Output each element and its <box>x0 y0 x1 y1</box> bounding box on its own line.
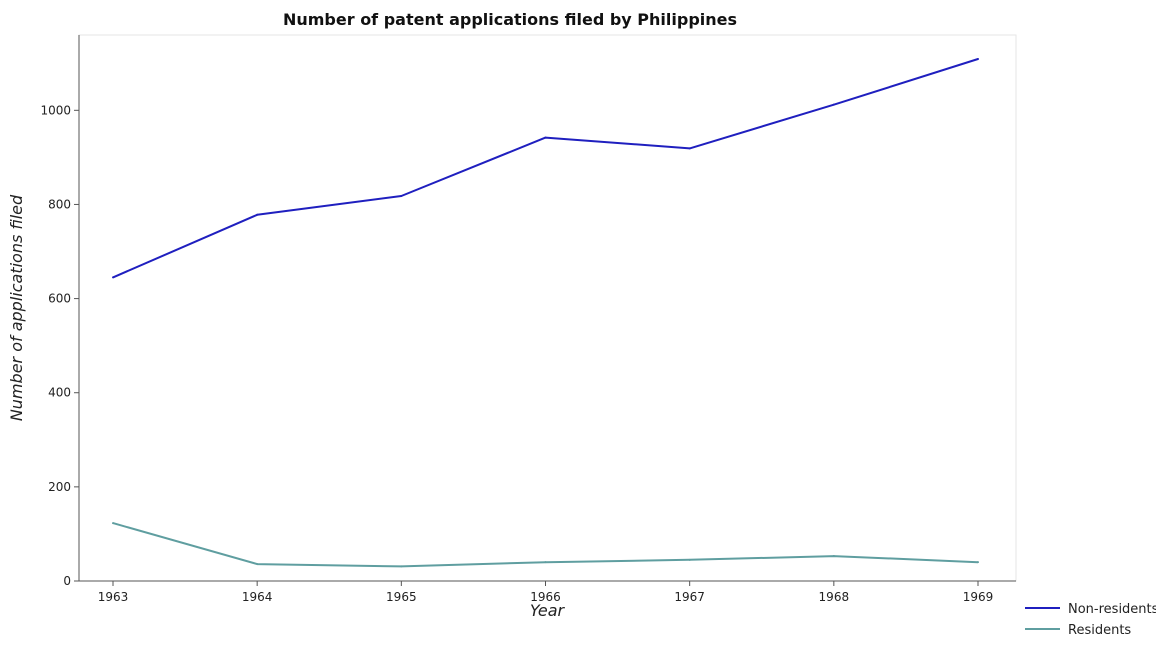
data-point-residents <box>256 563 259 566</box>
x-axis-ticks: 1963 1964 1965 1966 1967 1968 1969 <box>98 581 994 604</box>
y-tick-label: 600 <box>48 292 71 306</box>
x-tick-label: 1965 <box>386 590 417 604</box>
data-point-non-residents <box>112 276 114 279</box>
x-tick-label: 1963 <box>98 590 129 604</box>
legend-label-non-residents: Non-residents <box>1068 602 1156 617</box>
legend-label-residents: Residents <box>1068 623 1131 638</box>
x-tick-label: 1966 <box>530 590 561 604</box>
y-tick-label: 800 <box>48 197 71 211</box>
data-point-non-residents <box>977 58 979 61</box>
data-point-non-residents <box>544 136 547 139</box>
data-point-residents <box>400 565 403 568</box>
y-axis-ticks: 0 200 400 600 800 1000 <box>40 103 79 588</box>
data-point-residents <box>832 555 835 558</box>
x-tick-label: 1968 <box>819 590 850 604</box>
series-lines <box>112 58 979 568</box>
legend: Non-residents Residents <box>1025 602 1156 638</box>
x-tick-label: 1967 <box>674 590 705 604</box>
chart-title: Number of patent applications filed by P… <box>283 10 737 29</box>
y-tick-label: 400 <box>48 386 71 400</box>
data-point-residents <box>112 522 114 525</box>
data-point-residents <box>544 561 547 564</box>
data-point-non-residents <box>688 147 691 150</box>
data-point-non-residents <box>256 213 259 216</box>
data-point-non-residents <box>400 194 403 197</box>
y-tick-label: 1000 <box>40 103 71 117</box>
data-point-non-residents <box>832 103 835 106</box>
x-axis-label: Year <box>530 601 566 620</box>
data-point-residents <box>977 561 979 564</box>
data-point-residents <box>688 558 691 561</box>
plot-area <box>78 34 1017 582</box>
y-axis-label: Number of applications filed <box>7 194 26 421</box>
y-tick-label: 200 <box>48 480 71 494</box>
x-tick-label: 1969 <box>963 590 994 604</box>
y-tick-label: 0 <box>63 574 71 588</box>
x-tick-label: 1964 <box>242 590 273 604</box>
